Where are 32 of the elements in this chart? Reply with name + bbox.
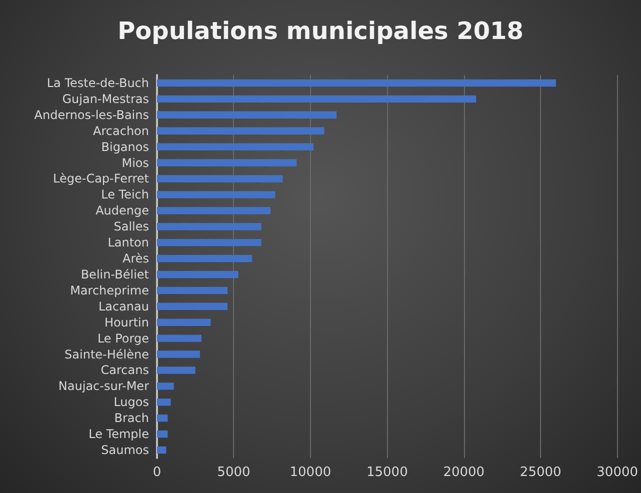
y-tick-label: Hourtin [104, 315, 149, 330]
x-tick-label: 10000 [290, 465, 332, 480]
x-tick-label: 30000 [596, 465, 638, 480]
y-tick-label: Brach [114, 411, 149, 426]
y-tick-label: Andernos-les-Bains [34, 108, 149, 122]
y-tick-label: Audenge [96, 204, 149, 218]
y-tick-label: Belin-Béliet [80, 267, 150, 282]
y-tick-label: Arès [122, 252, 149, 266]
y-tick-label: La Teste-de-Buch [46, 76, 149, 90]
y-tick-label: Sainte-Hélène [64, 347, 149, 362]
y-tick-label: Lège-Cap-Ferret [53, 172, 150, 186]
y-tick-label: Carcans [100, 363, 149, 378]
y-tick-label: Le Teich [101, 188, 149, 202]
y-tick-label: Saumos [101, 443, 149, 458]
y-tick-label: Arcachon [93, 124, 149, 138]
x-tick-label: 15000 [366, 465, 408, 480]
y-tick-label: Lugos [114, 395, 149, 410]
y-tick-label: Naujac-sur-Mer [58, 379, 150, 394]
y-tick-label: Gujan-Mestras [62, 92, 149, 106]
x-tick-label: 0 [152, 465, 162, 480]
y-tick-label: Lanton [108, 236, 149, 250]
y-tick-label: Le Temple [88, 427, 149, 442]
x-tick-label: 20000 [443, 465, 485, 480]
y-tick-label: Marcheprime [70, 283, 149, 298]
y-tick-label: Biganos [101, 140, 149, 154]
y-tick-label: Salles [114, 220, 149, 234]
chart-title: Populations municipales 2018 [118, 17, 524, 45]
y-tick-label: Lacanau [98, 299, 149, 314]
x-tick-label: 5000 [217, 465, 250, 480]
y-tick-label: Le Porge [97, 331, 149, 346]
y-tick-label: Mios [122, 156, 149, 170]
x-tick-label: 25000 [520, 465, 562, 480]
